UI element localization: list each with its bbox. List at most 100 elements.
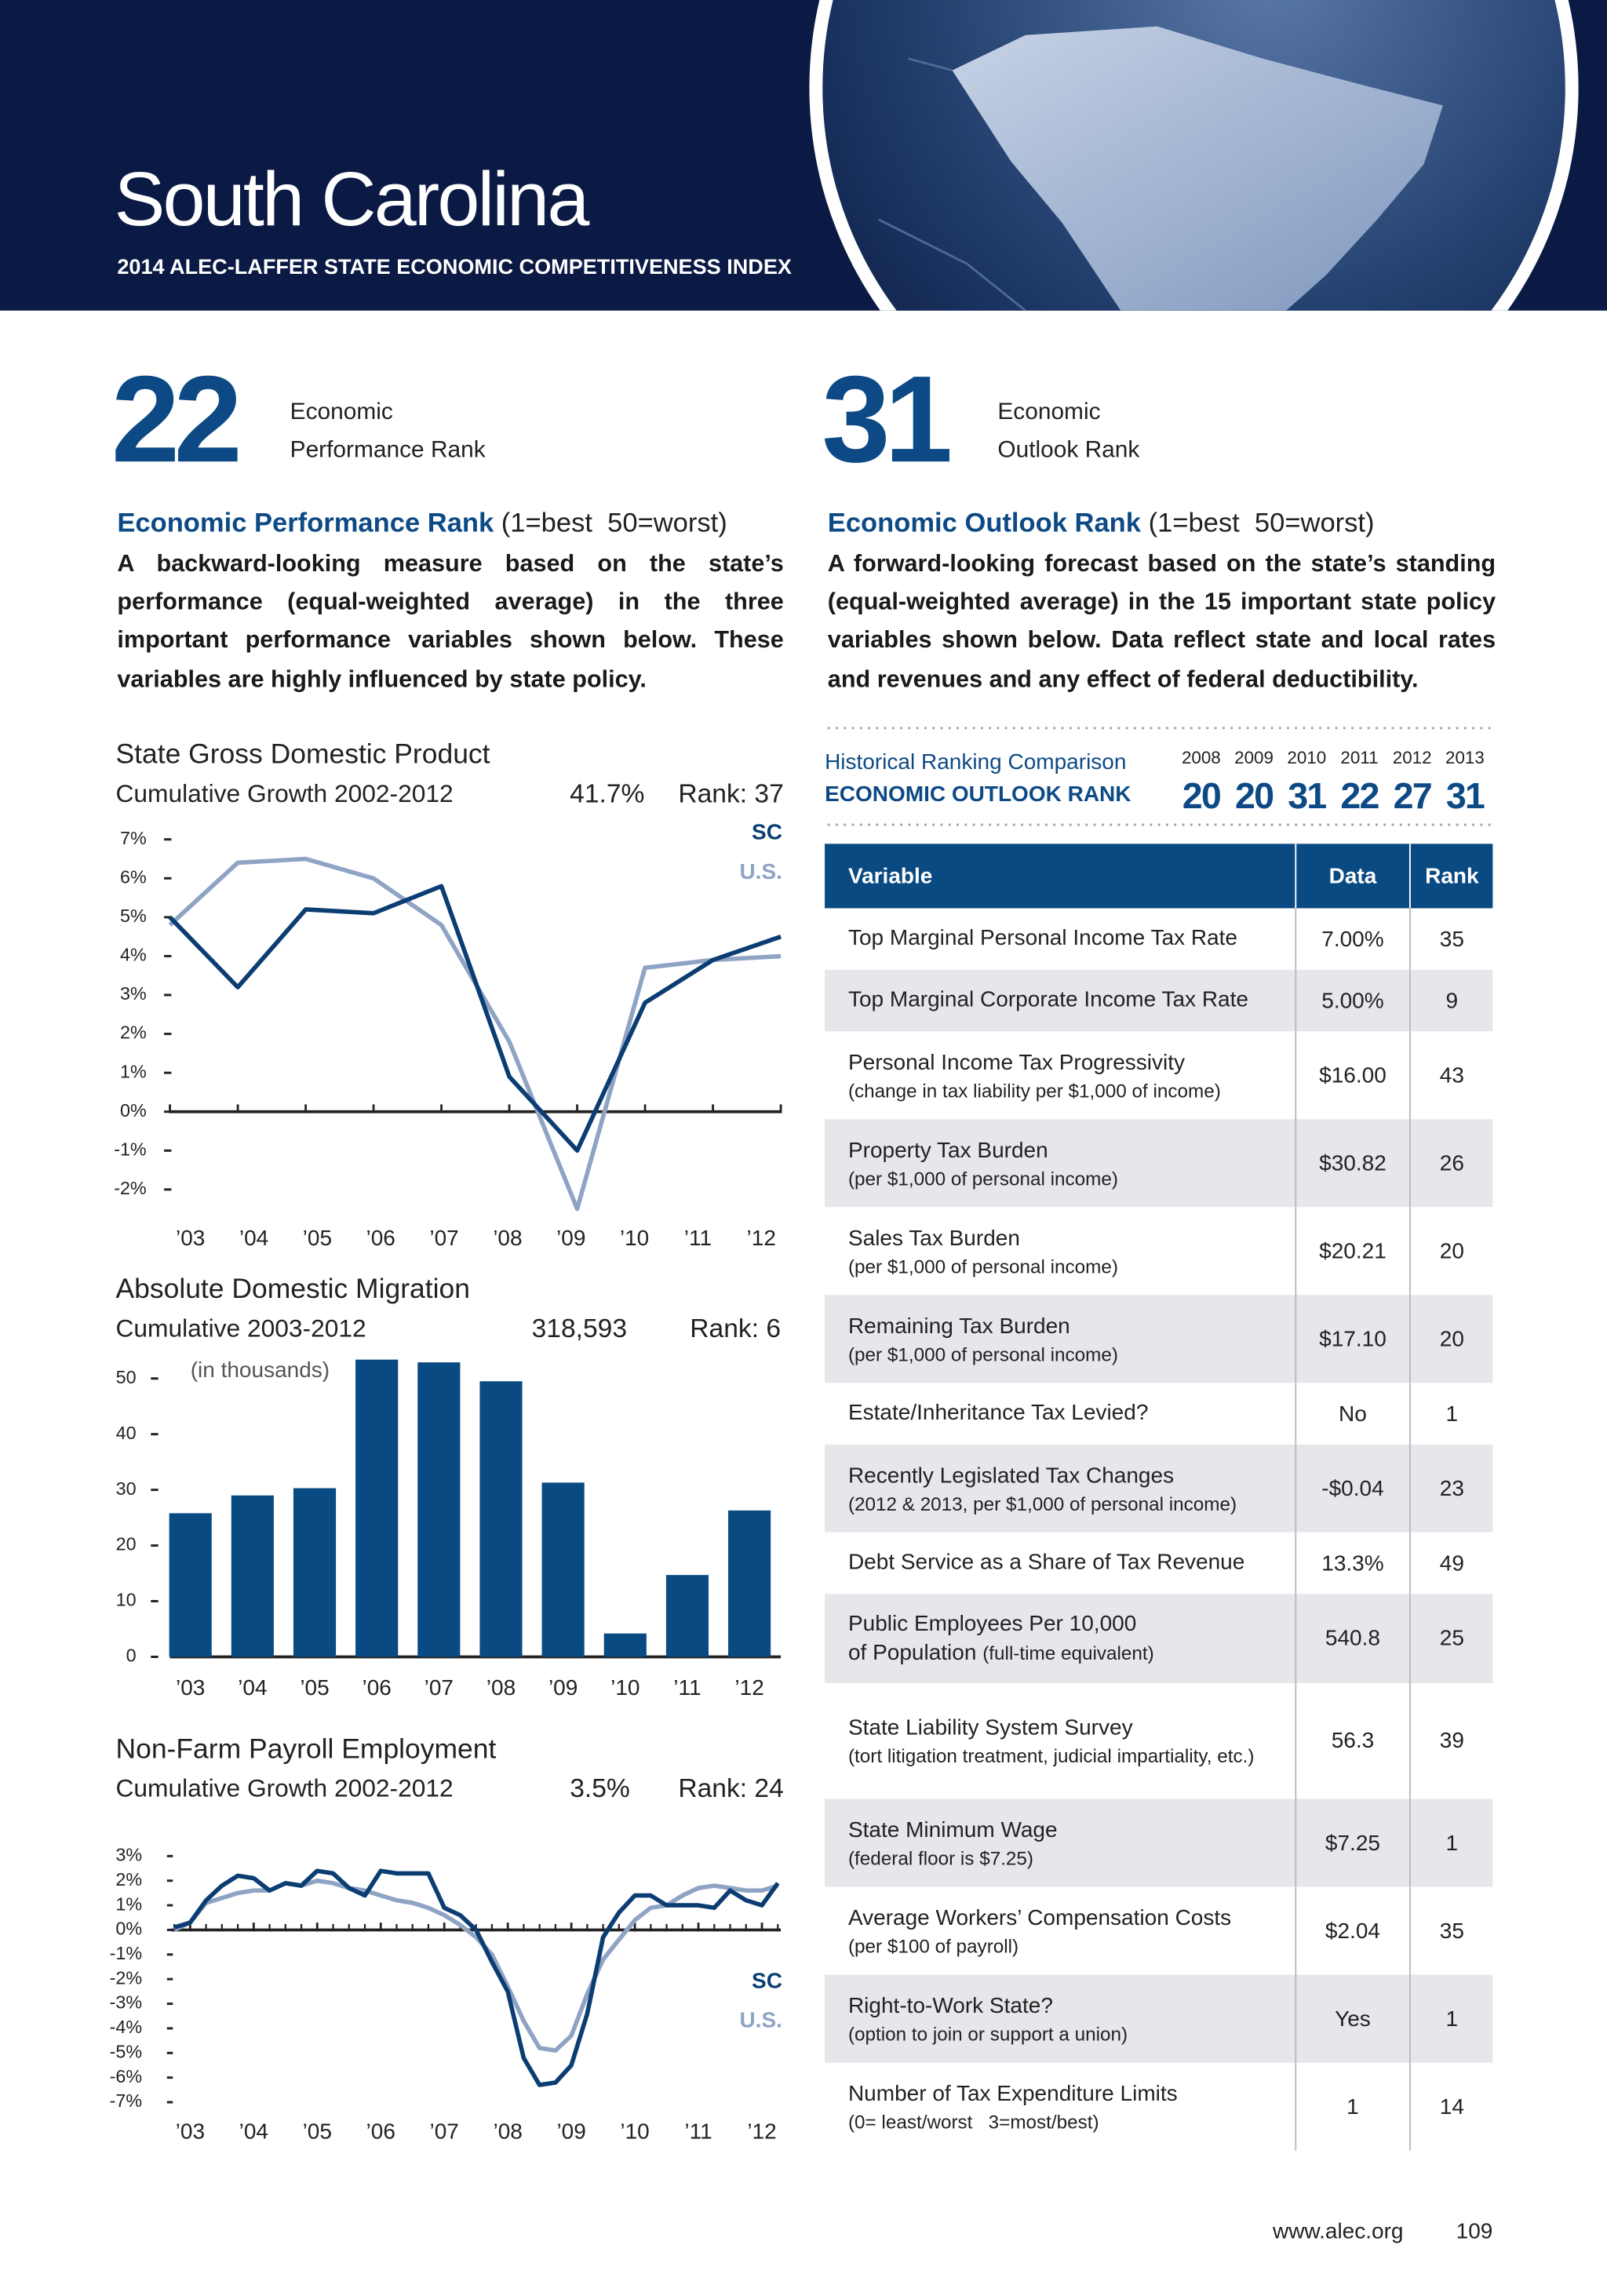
chart-title: Absolute Domestic Migration	[115, 1273, 469, 1304]
y-tick-label: 40	[116, 1423, 137, 1443]
rank-cell: 20	[1439, 1238, 1464, 1264]
series-line	[173, 1868, 780, 2087]
table-row: Remaining Tax Burden (per $1,000 of perso…	[825, 1295, 1493, 1383]
chart-title: Non-Farm Payroll Employment	[115, 1733, 496, 1764]
rank-cell: 1	[1445, 2006, 1459, 2032]
table-row: State Liability System Survey (tort litig…	[825, 1683, 1493, 1799]
historical-rank: 22	[1340, 775, 1379, 816]
historical-year: 2011	[1340, 748, 1378, 767]
variable-cell: Recently Legislated Tax Changes (2012 & 2…	[825, 1445, 1295, 1532]
y-tick-label: -1%	[110, 1943, 143, 1963]
table-row: Recently Legislated Tax Changes (2012 & 2…	[825, 1444, 1493, 1532]
variables-table: Variable Data Rank Top Marginal Personal In…	[825, 844, 1493, 2151]
bar	[479, 1381, 523, 1657]
y-tick-label: 3%	[115, 1845, 142, 1865]
rank-number: 31	[822, 350, 953, 488]
variable-note: (per $1,000 of personal income)	[847, 1343, 1118, 1365]
historical-year: 2013	[1445, 748, 1485, 767]
y-tick-label: 7%	[120, 828, 147, 848]
y-tick-label: -5%	[110, 2041, 143, 2061]
data-cell: 56.3	[1294, 1683, 1412, 1799]
rank-cell: 25	[1439, 1626, 1464, 1652]
table-row: Top Marginal Corporate Income Tax Rate 5.…	[825, 969, 1493, 1032]
historical-year: 2009	[1234, 748, 1274, 767]
chart-rank: Rank: 37	[678, 780, 783, 809]
table-row: Public Employees Per 10,000 of Population…	[825, 1594, 1493, 1684]
x-tick-label: ’07	[430, 2119, 459, 2144]
historical-rank: 27	[1394, 775, 1431, 816]
historical-rank: 31	[1288, 775, 1326, 816]
y-tick-label: 10	[116, 1590, 137, 1610]
chart-rank: Rank: 6	[690, 1314, 781, 1343]
variable-name: Personal Income Tax Progressivity	[847, 1049, 1186, 1075]
variable-note: (2012 & 2013, per $1,000 of personal inc…	[847, 1492, 1237, 1514]
y-tick-label: 2%	[115, 1869, 142, 1890]
variable-note: (per $1,000 of personal income)	[847, 1255, 1118, 1277]
y-tick-label: -2%	[114, 1178, 147, 1198]
data-cell: $30.82	[1294, 1119, 1412, 1208]
x-tick-label: ’08	[493, 1226, 522, 1250]
description-heading: Economic Outlook Rank (1=best 50=worst)	[828, 507, 1375, 539]
variable-name: of Population	[847, 1640, 977, 1665]
page-title: South Carolina	[115, 156, 590, 242]
rank-cell: 1	[1445, 1401, 1459, 1427]
bar	[603, 1633, 647, 1657]
x-tick-label: ’07	[425, 1675, 454, 1700]
variable-note: (per $1,000 of personal income)	[847, 1166, 1118, 1189]
x-tick-label: ’11	[673, 1675, 701, 1700]
data-cell: $17.10	[1294, 1295, 1412, 1383]
data-cell: -$0.04	[1294, 1444, 1412, 1532]
rank-label-line: Economic	[997, 399, 1101, 425]
variable-name: Average Workers’ Compensation Costs	[847, 1904, 1232, 1930]
page-number: 109	[1456, 2219, 1493, 2243]
description-text: A forward-looking forecast based on the …	[827, 550, 1496, 693]
bar	[541, 1482, 585, 1657]
header-cell: Rank	[1425, 863, 1479, 889]
table-row: Personal Income Tax Progressivity (change…	[825, 1031, 1493, 1120]
data-cell: $2.04	[1294, 1886, 1412, 1975]
variable-note: (federal floor is $7.25)	[847, 1846, 1034, 1869]
data-cell: 1	[1294, 2062, 1412, 2151]
heading-text: Economic Outlook Rank	[827, 506, 1141, 538]
x-tick-label: ’10	[620, 2119, 649, 2144]
y-tick-label: 0	[126, 1645, 137, 1666]
variable-cell: Number of Tax Expenditure Limits (0= leas…	[825, 2063, 1295, 2151]
x-tick-label: ’04	[239, 1226, 268, 1250]
historical-year: 2010	[1287, 748, 1326, 767]
x-tick-label: ’03	[176, 2119, 205, 2144]
rank-cell: 1	[1445, 1830, 1459, 1856]
x-tick-label: ’09	[556, 2119, 585, 2144]
x-tick-label: ’05	[303, 1226, 332, 1250]
data-cell: 13.3%	[1294, 1532, 1412, 1594]
rank-label: Economic Performance Rank	[290, 394, 486, 470]
variable-name: Top Marginal Personal Income Tax Rate	[847, 925, 1237, 951]
rank-cell: 35	[1439, 1918, 1464, 1944]
rank-cell: 14	[1439, 2094, 1464, 2119]
x-tick-label: ’07	[429, 1226, 458, 1250]
rank-number: 22	[111, 350, 242, 488]
variable-cell: Property Tax Burden (per $1,000 of person…	[825, 1119, 1295, 1207]
variable-name: Estate/Inheritance Tax Levied?	[847, 1400, 1149, 1426]
x-tick-label: ’12	[747, 2119, 776, 2144]
bar	[293, 1488, 337, 1657]
x-tick-label: ’03	[176, 1226, 205, 1250]
variable-name: Sales Tax Burden	[847, 1225, 1020, 1251]
y-tick-label: 1%	[115, 1893, 142, 1914]
rank-label: Economic Outlook Rank	[997, 394, 1139, 470]
x-tick-label: ’11	[684, 2119, 712, 2144]
data-cell: Yes	[1294, 1974, 1412, 2063]
table-header: Variable Data Rank	[825, 844, 1493, 909]
historical-rank: 31	[1446, 775, 1485, 816]
x-tick-label: ’10	[610, 1675, 640, 1700]
y-tick-label: 6%	[120, 866, 147, 887]
variable-cell: Top Marginal Personal Income Tax Rate	[825, 908, 1295, 969]
chart-rank: Rank: 24	[678, 1774, 783, 1803]
historical-title: Historical Ranking Comparison	[825, 749, 1126, 774]
y-tick-label: -1%	[114, 1139, 147, 1159]
series-line	[168, 884, 782, 1153]
rank-cell: 20	[1439, 1326, 1464, 1352]
y-tick-label: -6%	[110, 2066, 143, 2086]
